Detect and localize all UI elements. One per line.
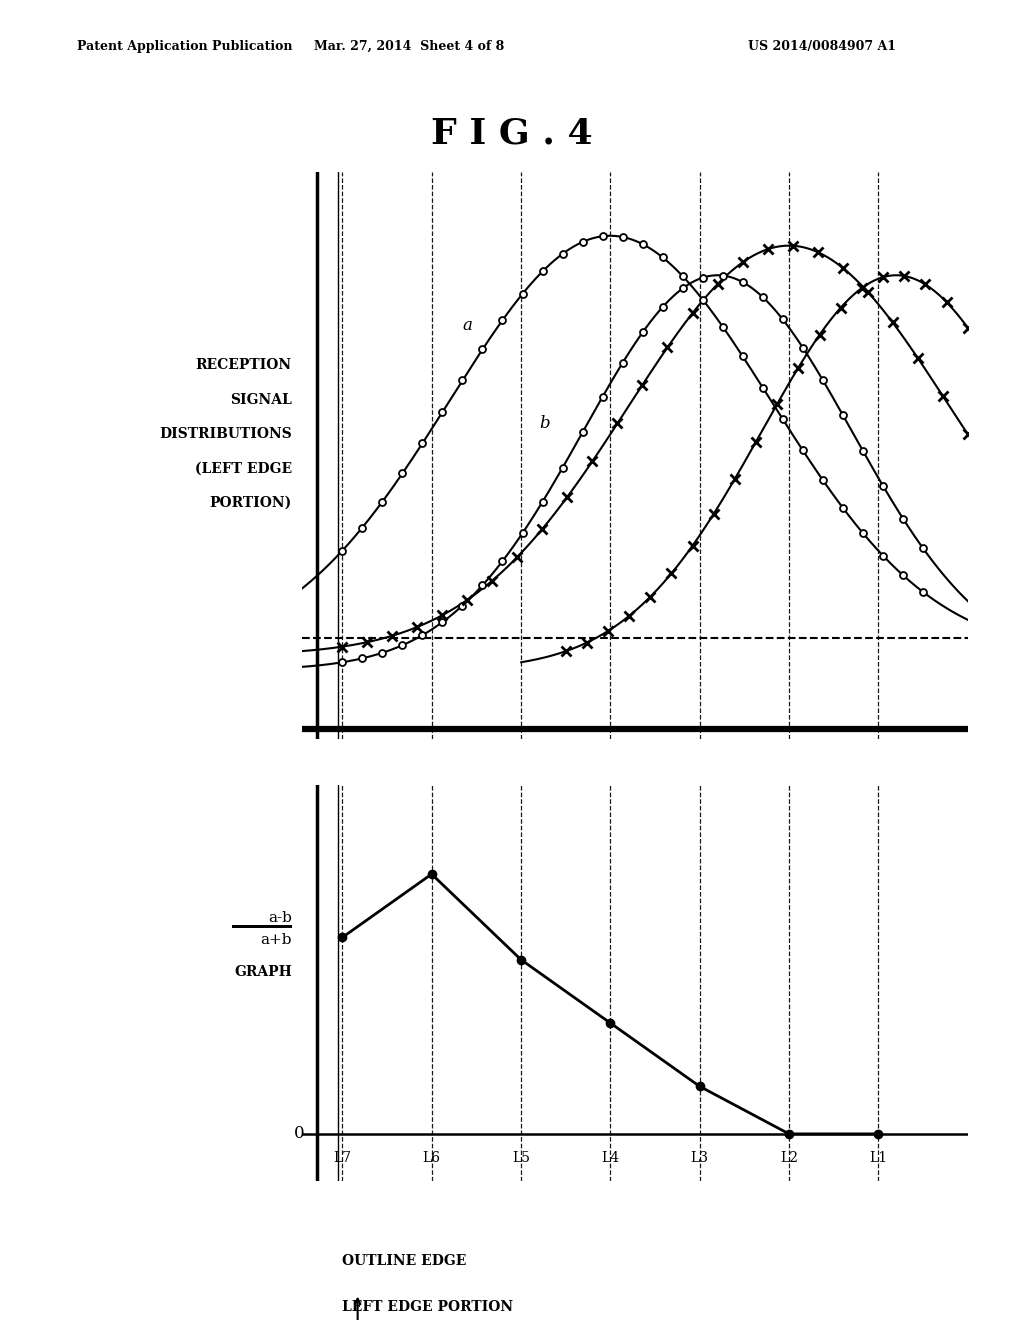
Text: Patent Application Publication: Patent Application Publication	[77, 40, 292, 53]
Text: OUTLINE EDGE: OUTLINE EDGE	[342, 1254, 467, 1269]
Text: 0: 0	[294, 1126, 305, 1142]
Text: US 2014/0084907 A1: US 2014/0084907 A1	[748, 40, 896, 53]
Text: b: b	[539, 416, 550, 432]
Text: L4: L4	[601, 1151, 620, 1166]
Text: L5: L5	[512, 1151, 530, 1166]
Text: a: a	[463, 317, 473, 334]
Text: RECEPTION: RECEPTION	[196, 358, 292, 372]
Text: L6: L6	[423, 1151, 440, 1166]
Text: a+b: a+b	[260, 933, 292, 948]
Text: a-b: a-b	[268, 911, 292, 925]
Text: LEFT EDGE PORTION: LEFT EDGE PORTION	[342, 1300, 513, 1315]
Text: L1: L1	[869, 1151, 888, 1166]
Text: L7: L7	[333, 1151, 351, 1166]
Text: L2: L2	[780, 1151, 798, 1166]
Text: Mar. 27, 2014  Sheet 4 of 8: Mar. 27, 2014 Sheet 4 of 8	[314, 40, 505, 53]
Text: F I G . 4: F I G . 4	[431, 116, 593, 150]
Text: SIGNAL: SIGNAL	[230, 392, 292, 407]
Text: L3: L3	[690, 1151, 709, 1166]
Text: GRAPH: GRAPH	[234, 965, 292, 979]
Text: (LEFT EDGE: (LEFT EDGE	[195, 461, 292, 475]
Text: DISTRIBUTIONS: DISTRIBUTIONS	[159, 426, 292, 441]
Text: PORTION): PORTION)	[210, 495, 292, 510]
